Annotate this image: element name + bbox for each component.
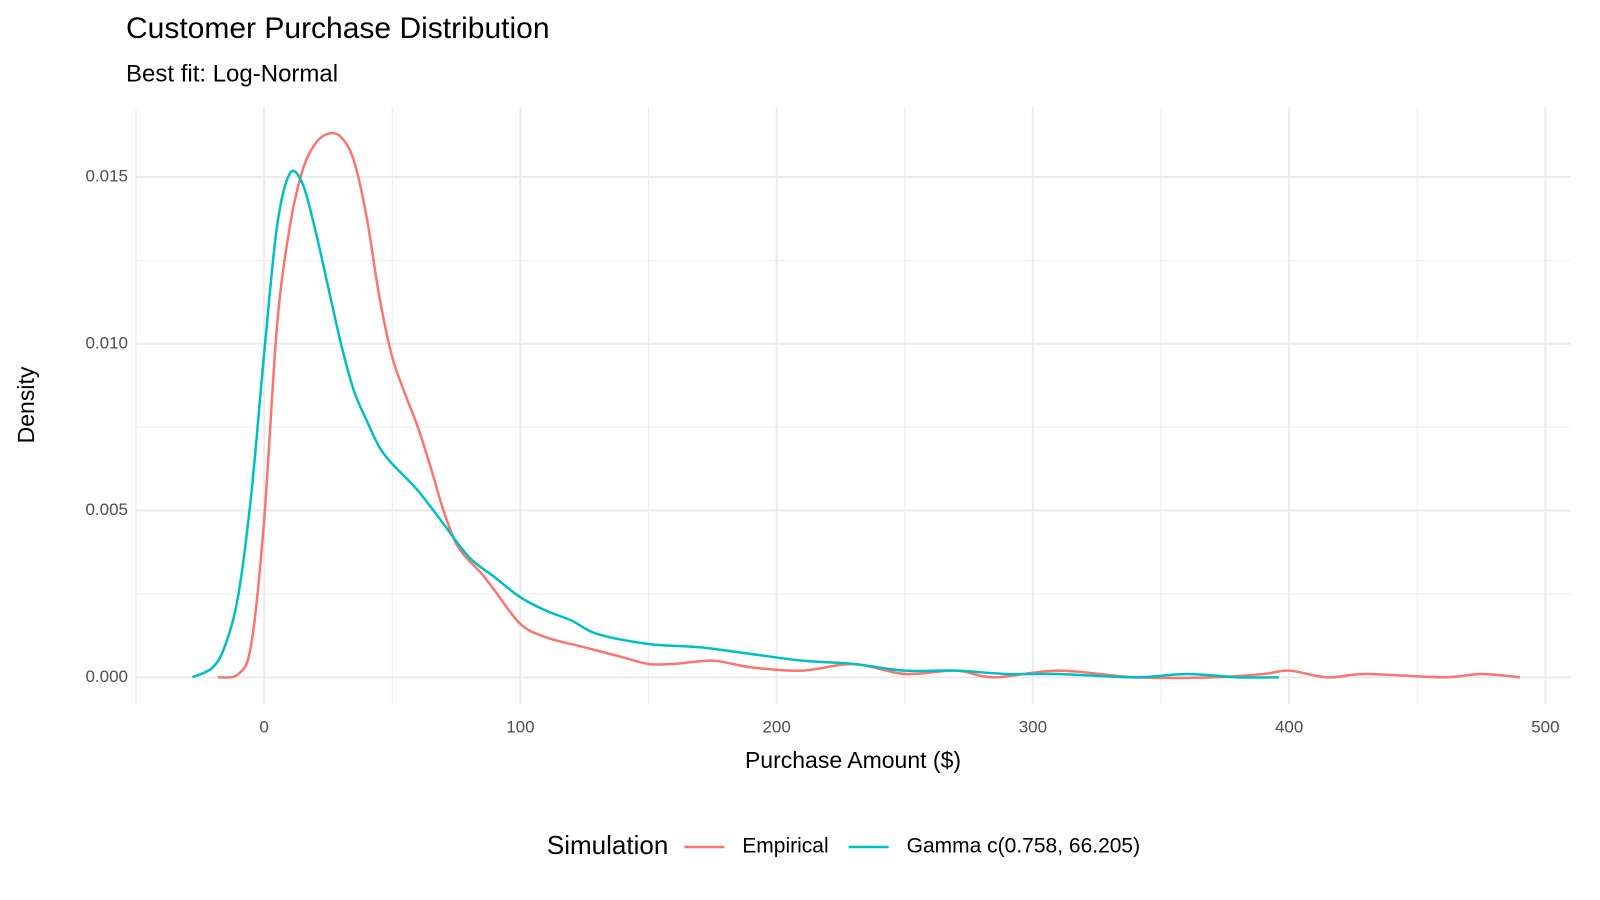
- x-tick-label: 500: [1531, 717, 1559, 736]
- x-tick-label: 300: [1019, 717, 1047, 736]
- legend-label: Gamma c(0.758, 66.205): [907, 835, 1140, 858]
- x-tick-label: 200: [762, 717, 790, 736]
- grid: 0 100 200 300 400 500 0.000 0.005 0.010 0.015: [85, 107, 1571, 736]
- legend-title: Simulation: [547, 830, 668, 860]
- chart-subtitle: Best fit: Log-Normal: [126, 60, 338, 87]
- density-line: [191, 169, 1279, 679]
- x-tick-label: 100: [506, 717, 534, 736]
- x-tick-label: 0: [259, 717, 268, 736]
- x-tick-label: 400: [1275, 717, 1303, 736]
- y-tick-label: 0.005: [85, 500, 128, 519]
- legend-label: Empirical: [742, 835, 828, 858]
- y-tick-label: 0.010: [85, 333, 128, 352]
- x-axis-title: Purchase Amount ($): [745, 747, 961, 773]
- chart-title: Customer Purchase Distribution: [126, 12, 550, 45]
- density-line: [217, 131, 1520, 680]
- y-tick-label: 0.000: [85, 667, 128, 686]
- lines: [191, 131, 1520, 680]
- legend: Simulation Empirical Gamma c(0.758, 66.205…: [547, 830, 1140, 860]
- y-axis-title: Density: [13, 366, 39, 443]
- y-tick-label: 0.015: [85, 167, 128, 186]
